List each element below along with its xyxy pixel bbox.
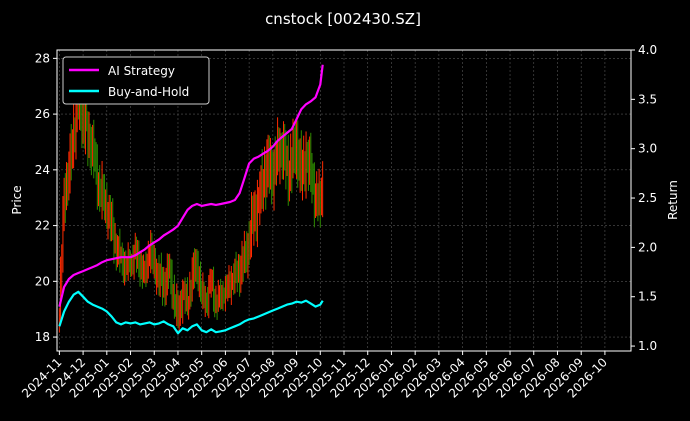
y-axis-label-left: Price [10, 185, 24, 214]
y-axis-label-right: Return [666, 180, 680, 220]
price-candles [58, 72, 324, 333]
y-right-tick-label: 4.0 [638, 43, 657, 57]
y-left-tick-label: 22 [35, 219, 50, 233]
return-lines [58, 64, 324, 335]
y-left-tick-label: 28 [35, 51, 50, 65]
legend-label-bh: Buy-and-Hold [108, 85, 189, 99]
y-right-tick-label: 2.5 [638, 191, 657, 205]
y-left-tick-label: 20 [35, 274, 50, 288]
y-right-tick-label: 2.0 [638, 240, 657, 254]
y-left-tick-label: 26 [35, 107, 50, 121]
legend-box [62, 56, 210, 105]
buy-and-hold-line [58, 290, 324, 335]
axis-layer: 2024-112024-122025-012025-022025-032025-… [19, 43, 657, 401]
legend: AI Strategy Buy-and-Hold [62, 56, 210, 105]
y-right-tick-label: 1.0 [638, 339, 657, 353]
chart-title: cnstock [002430.SZ] [265, 10, 421, 28]
legend-label-ai: AI Strategy [108, 64, 175, 78]
y-right-tick-label: 3.5 [638, 92, 657, 106]
y-left-tick-label: 18 [35, 330, 50, 344]
ai-strategy-line [58, 64, 324, 307]
y-right-tick-label: 3.0 [638, 142, 657, 156]
y-right-tick-label: 1.5 [638, 290, 657, 304]
y-left-tick-label: 24 [35, 163, 50, 177]
